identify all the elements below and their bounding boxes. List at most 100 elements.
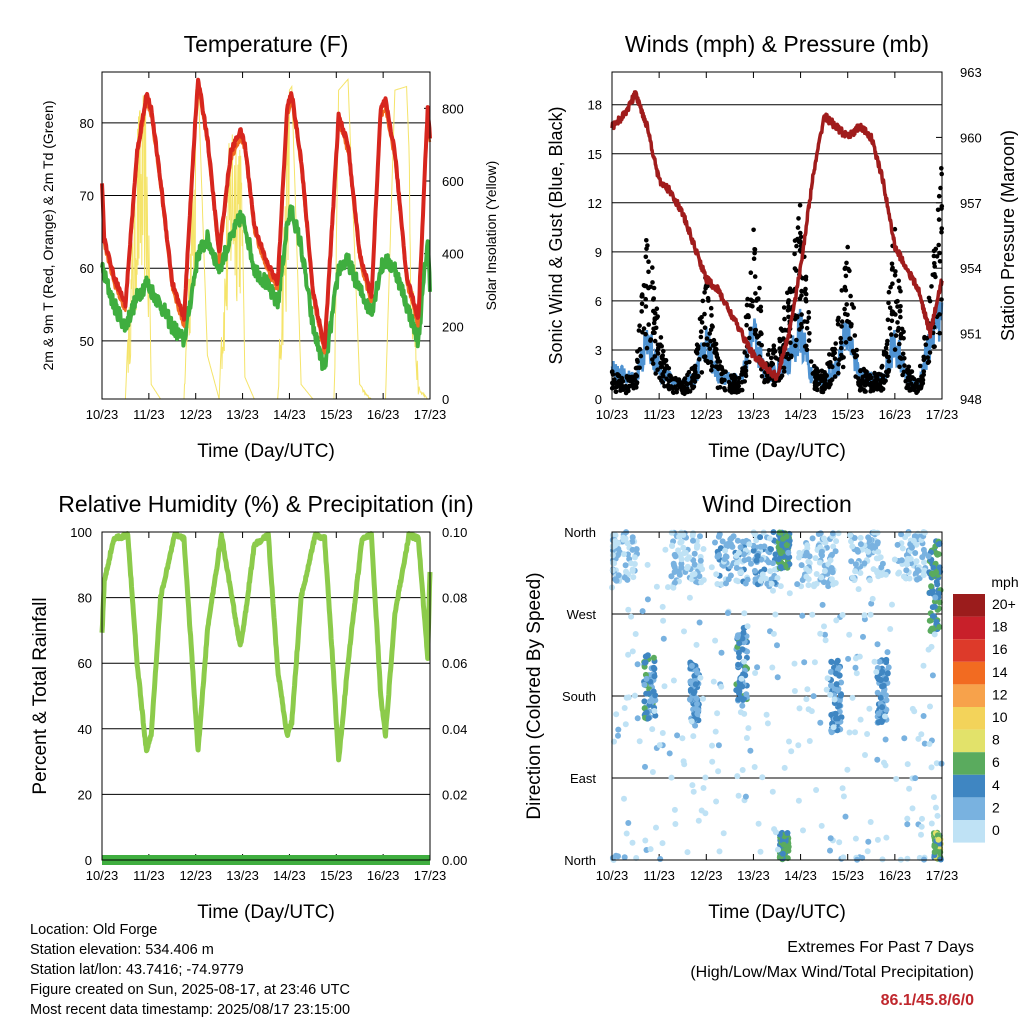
gust-point xyxy=(612,377,617,382)
gust-point xyxy=(639,309,644,314)
direction-point xyxy=(786,590,793,597)
direction-point xyxy=(645,715,652,722)
direction-point xyxy=(615,572,622,579)
direction-point xyxy=(625,606,632,613)
direction-point xyxy=(621,795,627,802)
gust-point xyxy=(830,352,836,358)
gust-point xyxy=(709,323,715,329)
direction-point xyxy=(926,590,933,596)
direction-point xyxy=(611,560,618,567)
direction-point xyxy=(624,540,631,547)
gust-point xyxy=(616,378,622,384)
gust-point xyxy=(652,354,658,359)
gust-point xyxy=(793,343,798,349)
gust-point xyxy=(935,207,941,213)
direction-point xyxy=(898,531,905,538)
direction-point xyxy=(721,556,728,562)
y2-tick-label: 0.00 xyxy=(442,853,467,868)
gust-point xyxy=(939,166,944,171)
gust-point xyxy=(785,351,790,357)
direction-point xyxy=(613,711,620,718)
gust-point xyxy=(692,366,698,371)
direction-point xyxy=(830,543,837,550)
direction-point xyxy=(921,559,927,566)
direction-point xyxy=(689,782,696,789)
gust-point xyxy=(646,322,651,327)
y-tick-label: 40 xyxy=(78,722,92,737)
gust-point xyxy=(610,381,615,387)
direction-point xyxy=(777,564,784,570)
gust-point xyxy=(754,296,760,302)
gust-point xyxy=(839,355,844,361)
gust-point xyxy=(897,285,902,291)
direction-point xyxy=(628,560,634,567)
direction-point xyxy=(781,764,788,771)
direction-point xyxy=(691,550,698,557)
gust-point xyxy=(640,330,645,335)
x-tick-label: 13/23 xyxy=(737,407,770,422)
direction-point xyxy=(864,731,871,737)
direction-point xyxy=(642,837,649,844)
gust-point xyxy=(886,300,891,306)
gust-point xyxy=(651,320,657,326)
direction-point xyxy=(785,549,792,556)
direction-point xyxy=(697,557,704,564)
gust-point xyxy=(650,280,655,285)
gust-point xyxy=(927,350,933,355)
direction-point xyxy=(712,539,718,546)
direction-point xyxy=(918,823,925,830)
gust-point xyxy=(758,330,763,335)
colorbar-swatch xyxy=(953,752,985,775)
direction-point xyxy=(930,794,937,801)
gust-point xyxy=(719,378,725,384)
direction-point xyxy=(628,613,635,620)
gust-point xyxy=(731,378,737,384)
gust-point xyxy=(721,370,726,375)
direction-point xyxy=(755,820,762,827)
gust-point xyxy=(652,310,658,316)
direction-point xyxy=(735,696,742,703)
gust-point xyxy=(808,359,814,364)
direction-point xyxy=(733,565,740,571)
gust-point xyxy=(804,325,810,331)
direction-point xyxy=(736,684,743,691)
y-tick-label: 18 xyxy=(588,98,602,113)
direction-point xyxy=(920,572,927,579)
direction-point xyxy=(712,637,719,644)
panel-title: Relative Humidity (%) & Precipitation (i… xyxy=(58,491,473,517)
direction-point xyxy=(651,708,658,714)
direction-point xyxy=(656,742,663,749)
x-tick-label: 11/23 xyxy=(133,407,165,422)
gust-point xyxy=(634,385,639,390)
direction-point xyxy=(772,611,779,618)
direction-point xyxy=(694,669,701,676)
colorbar-label: 4 xyxy=(992,777,1000,793)
gust-point xyxy=(895,328,901,333)
direction-point xyxy=(735,661,742,668)
gust-point xyxy=(752,250,757,256)
direction-point xyxy=(686,696,693,703)
direction-point xyxy=(651,673,658,680)
y2-tick-label: 400 xyxy=(442,247,464,262)
gust-point xyxy=(927,298,933,304)
direction-point xyxy=(775,846,781,853)
direction-point xyxy=(806,568,813,575)
y-tick-label: 0 xyxy=(85,853,92,868)
gust-point xyxy=(751,227,756,233)
gust-point xyxy=(880,379,885,385)
gust-point xyxy=(778,326,784,332)
gust-point xyxy=(847,336,852,342)
direction-point xyxy=(935,541,942,548)
plot-frame xyxy=(611,71,943,400)
gust-point xyxy=(832,346,837,352)
direction-point xyxy=(883,697,890,704)
direction-point xyxy=(770,630,777,637)
direction-point xyxy=(887,626,894,632)
direction-point xyxy=(694,700,700,707)
direction-point xyxy=(777,583,784,590)
direction-point xyxy=(832,580,839,586)
gust-point xyxy=(650,357,655,362)
direction-point xyxy=(818,822,825,829)
wind-direction-panel: Wind Direction 10/23 11/23 12/23 13/23 14/23 1… xyxy=(524,491,958,923)
gust-point xyxy=(885,373,890,379)
